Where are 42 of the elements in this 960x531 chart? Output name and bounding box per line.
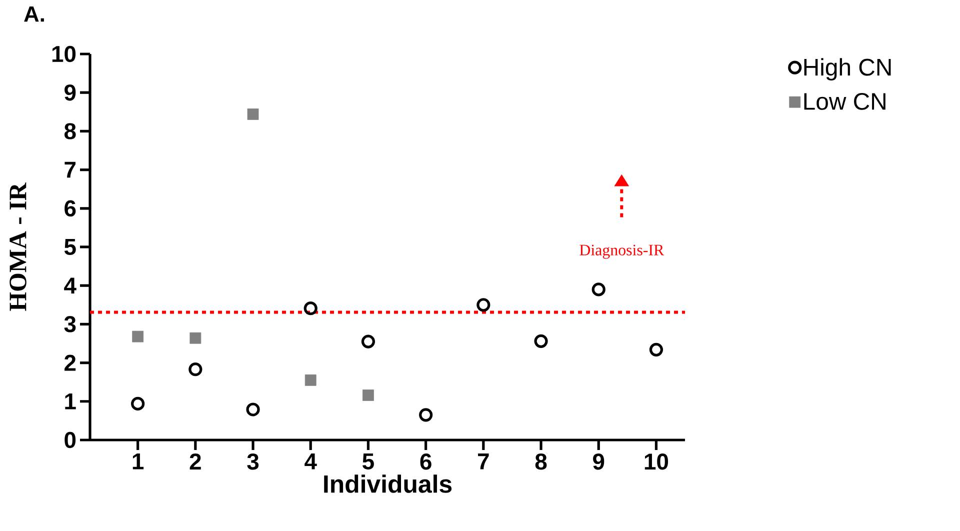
- y-tick-label: 1: [65, 394, 76, 410]
- y-tick-label: 8: [64, 123, 76, 140]
- x-tick-label: 9: [593, 454, 604, 470]
- point: [476, 298, 490, 312]
- point: [361, 334, 376, 348]
- text: A.: [24, 6, 44, 22]
- y-tick-label: 3: [64, 316, 76, 332]
- y-axis-title: HOMA - IR: [10, 182, 26, 311]
- x-tick-label: 1: [132, 454, 144, 470]
- ref-line-label: Diagnosis-IR: [580, 244, 664, 259]
- point: [362, 390, 374, 401]
- x-tick-label: 6: [420, 454, 432, 470]
- x-tick-label: 8: [535, 454, 547, 470]
- point: [304, 302, 318, 316]
- y-tick-label: 7: [64, 162, 76, 178]
- x-tick-label: 2: [190, 454, 201, 470]
- legend-label: High CN: [804, 58, 891, 80]
- point: [188, 362, 202, 376]
- y-tick-label: 6: [64, 200, 76, 216]
- x-tick-label: 10: [644, 454, 668, 470]
- legend-label: Low CN: [804, 92, 886, 110]
- point: [190, 332, 202, 344]
- y-tick-label: 10: [52, 46, 76, 62]
- point: [304, 374, 316, 386]
- point: [419, 408, 433, 422]
- point: [131, 396, 145, 411]
- x-tick-label: 5: [362, 454, 374, 470]
- point: [649, 342, 664, 356]
- x-axis-title: Individuals: [324, 474, 452, 493]
- y-tick-label: 5: [64, 238, 76, 255]
- point: [246, 402, 260, 416]
- x-tick-label: 4: [304, 454, 317, 470]
- point: [592, 282, 606, 296]
- point: [247, 108, 259, 120]
- y-tick-label: 9: [64, 84, 76, 101]
- y-tick-label: 4: [64, 278, 76, 294]
- x-tick-label: 3: [247, 454, 259, 470]
- y-tick-label: 2: [64, 354, 76, 371]
- y-tick-label: 0: [64, 432, 76, 448]
- point: [132, 330, 144, 342]
- x-tick-label: 7: [478, 454, 489, 470]
- point: [534, 334, 548, 348]
